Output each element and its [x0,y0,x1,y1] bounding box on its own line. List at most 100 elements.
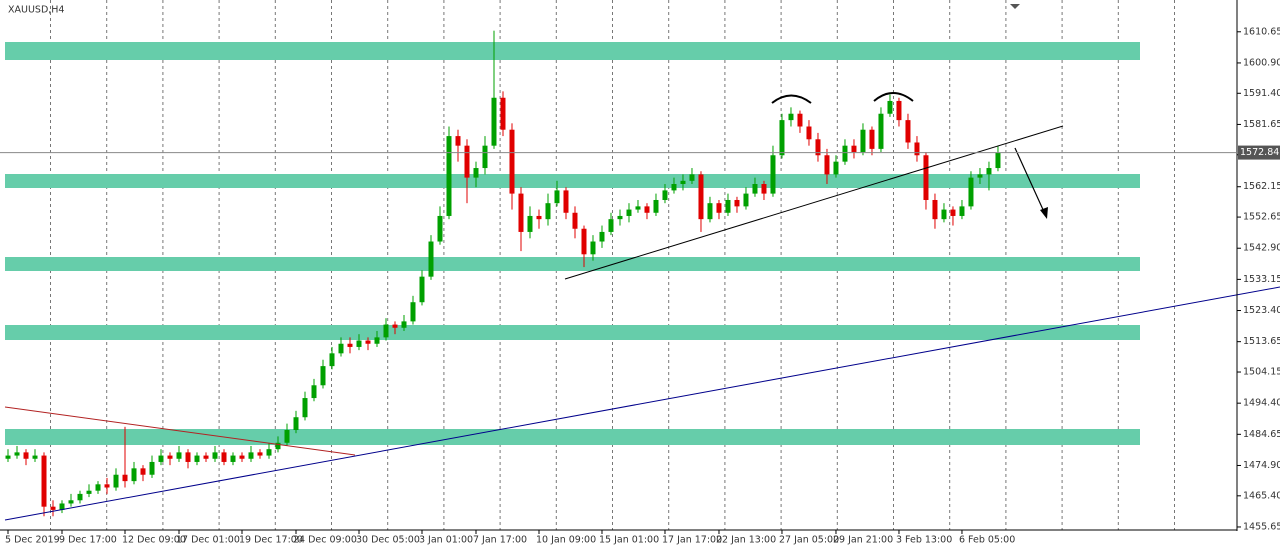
candle-body [797,113,803,127]
candle-body [959,206,965,216]
candle-body [284,430,290,443]
candle-body [131,468,137,482]
x-tick-label: 3 Jan 01:00 [419,535,473,546]
candle-body [518,193,524,232]
candle-body [185,452,191,462]
x-tick-label: 10 Jan 09:00 [536,535,596,546]
candle-body [509,129,515,194]
shift-marker [1010,4,1020,9]
candle-body [563,190,569,213]
candle-body [581,228,587,255]
candle-body [266,449,272,456]
candle-body [41,455,47,507]
candle-body [419,276,425,303]
candle-body [338,343,344,354]
candle-body [59,503,65,510]
candle-body [221,452,227,462]
y-tick-label: 1591.40 [1243,88,1280,99]
candle-body [491,97,497,146]
candle-body [482,145,488,169]
y-tick-label: 1513.65 [1243,336,1280,347]
candle-body [653,199,659,213]
candle-body [977,174,983,178]
candle-body [446,136,452,216]
candle-body [743,193,749,207]
x-tick-label: 12 Dec 09:00 [122,535,186,546]
candle-body [842,145,848,162]
candle-body [374,337,380,344]
y-tick-label: 1542.90 [1243,243,1280,254]
candle-body [77,493,83,501]
arrow [1014,147,1046,215]
x-tick-label: 15 Jan 01:00 [599,535,659,546]
x-tick-label: 3 Feb 13:00 [896,535,952,546]
candle-body [860,129,866,153]
candle-body [833,161,839,175]
candle-body [104,484,110,488]
candle-body [725,199,731,213]
candle-body [392,324,398,328]
candle-body [941,209,947,220]
candle-body [464,145,470,178]
candle-body [212,452,218,459]
candle-body [878,113,884,149]
candle-body [671,184,677,191]
candle-body [896,100,902,121]
candle-body [455,136,461,146]
candle-body [203,455,209,459]
candle-body [788,113,794,121]
x-tick-label: 30 Dec 05:00 [356,535,420,546]
y-tick-label: 1610.65 [1243,26,1280,37]
candle-body [248,452,254,459]
candle-body [32,455,38,459]
candle-body [239,455,245,459]
x-tick-label: 9 Dec 17:00 [59,535,117,546]
candle-body [698,174,704,220]
candle-body [293,417,299,431]
candle-body [329,353,335,367]
candle-body [5,455,11,459]
candle-body [347,343,353,347]
zone [5,174,1140,188]
candle-body [590,241,596,255]
x-tick-label: 19 Dec 17:00 [239,535,303,546]
candle-body [608,219,614,232]
candle-body [302,398,308,418]
x-tick-label: 17 Jan 17:00 [662,535,722,546]
candle-body [815,139,821,156]
zone [5,325,1140,340]
y-tick-label: 1581.65 [1243,119,1280,130]
y-tick-label: 1562.15 [1243,181,1280,192]
y-tick-label: 1552.65 [1243,212,1280,223]
candle-body [14,452,20,456]
axes: 1610.651600.901591.401581.651572.151562.… [0,26,1280,546]
candle-body [554,190,560,204]
candle-body [401,321,407,328]
candle-body [689,174,695,181]
candle-body [707,203,713,220]
candle-body [734,199,740,207]
candle-body [950,209,956,216]
x-tick-label: 22 Jan 13:00 [716,535,776,546]
current-price-label: 1572.84 [1240,147,1279,158]
arc [873,92,914,102]
candle-body [851,145,857,153]
candle-body [626,209,632,216]
x-tick-label: 24 Dec 09:00 [293,535,357,546]
candle-body [869,129,875,149]
candle-body [932,199,938,220]
candle-body [986,168,992,175]
candle-body [86,490,92,494]
candle-body [779,120,785,156]
candle-body [437,215,443,242]
candle-body [572,212,578,229]
trend-line [4,286,1280,521]
candle-body [644,206,650,213]
x-tick-label: 29 Jan 21:00 [833,535,893,546]
candle-body [383,324,389,338]
candle-body [365,340,371,344]
y-tick-label: 1474.90 [1243,460,1280,471]
candle-body [770,155,776,194]
zone [5,429,1140,445]
candle-body [230,455,236,462]
